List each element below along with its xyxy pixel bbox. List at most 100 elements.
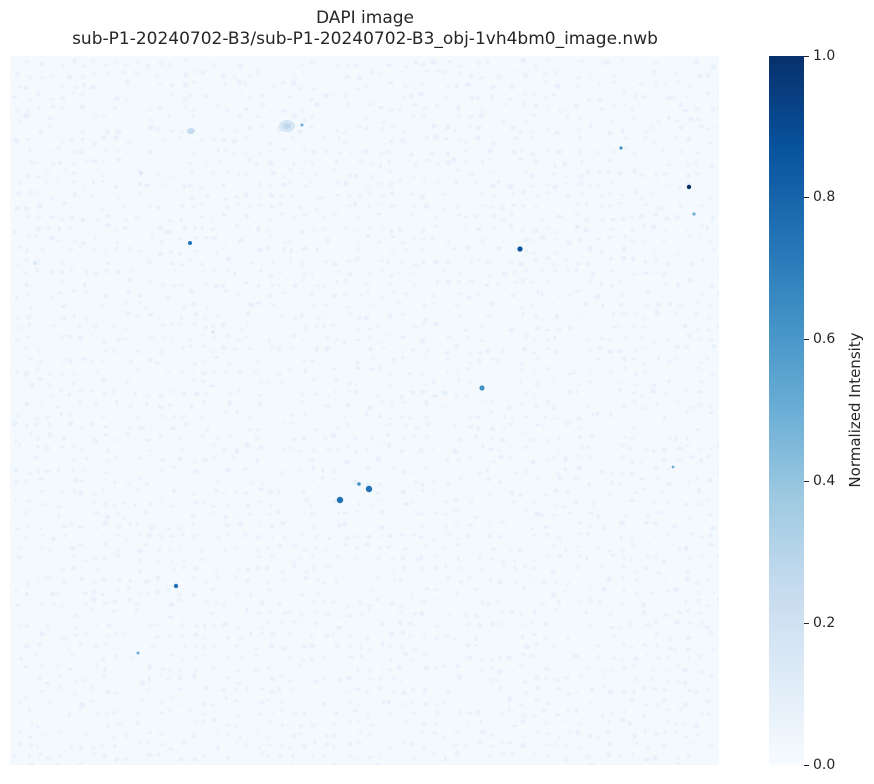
nucleus-blob <box>606 235 613 240</box>
nucleus-blob <box>124 537 129 542</box>
nucleus-blob <box>61 62 65 68</box>
nucleus-blob <box>518 261 525 267</box>
nucleus-blob <box>631 663 637 669</box>
nucleus-blob <box>245 567 251 571</box>
nucleus-blob <box>143 579 150 584</box>
nucleus-blob <box>469 499 475 504</box>
nucleus-blob <box>57 753 63 758</box>
nucleus-blob <box>77 324 83 329</box>
nucleus-blob <box>177 135 182 139</box>
nucleus-blob <box>169 534 176 538</box>
nucleus-blob <box>91 247 97 251</box>
nucleus-blob <box>190 521 196 526</box>
nucleus-blob <box>413 163 418 168</box>
nucleus-blob <box>388 643 393 649</box>
nucleus-blob <box>401 437 407 441</box>
nucleus-blob <box>314 621 319 626</box>
nucleus-blob <box>667 656 671 660</box>
nucleus-blob <box>546 399 551 405</box>
nucleus-blob <box>170 696 176 701</box>
nucleus-blob <box>421 722 427 727</box>
nucleus-blob <box>643 728 647 734</box>
nucleus-blob <box>677 610 683 615</box>
nucleus-blob <box>211 644 218 650</box>
nucleus-blob <box>90 746 96 750</box>
nucleus-blob <box>600 469 605 474</box>
nucleus-blob <box>92 71 96 76</box>
nucleus-blob <box>135 720 140 725</box>
nucleus-blob <box>683 599 688 604</box>
nucleus-blob <box>24 478 29 483</box>
nucleus-blob <box>217 159 221 164</box>
nucleus-blob <box>655 643 660 648</box>
nucleus-blob <box>534 511 541 517</box>
nucleus-blob <box>469 172 475 178</box>
nucleus-blob <box>345 402 351 408</box>
nucleus-blob <box>221 138 227 143</box>
nucleus-blob <box>78 205 83 210</box>
nucleus-blob <box>595 150 601 154</box>
nucleus-blob <box>35 724 40 729</box>
nucleus-blob <box>568 325 573 331</box>
nucleus-blob <box>309 656 314 662</box>
nucleus-blob <box>412 325 419 329</box>
nucleus-blob <box>446 532 453 537</box>
nucleus-blob <box>543 414 547 419</box>
nucleus-blob <box>661 490 666 494</box>
nucleus-blob <box>453 520 459 524</box>
nucleus-blob <box>408 192 415 196</box>
nucleus-blob <box>423 466 428 470</box>
nucleus-blob <box>655 476 659 482</box>
nucleus-blob <box>696 580 700 585</box>
nucleus-blob <box>489 410 494 415</box>
nucleus-blob <box>188 93 193 98</box>
nucleus-blob <box>59 96 66 101</box>
nucleus-blob <box>116 722 124 726</box>
nucleus-blob <box>577 382 582 387</box>
nucleus-blob <box>551 230 557 234</box>
nucleus-blob <box>547 347 551 351</box>
nucleus-blob <box>269 204 274 209</box>
nucleus-blob <box>298 278 306 283</box>
nucleus-blob <box>418 447 424 454</box>
nucleus-blob <box>480 600 486 606</box>
nucleus-blob <box>523 643 530 650</box>
nucleus-blob <box>412 204 416 209</box>
nucleus-blob <box>238 636 243 641</box>
nucleus-blob <box>225 256 232 262</box>
nucleus-blob <box>689 454 695 460</box>
nucleus-blob <box>708 446 714 450</box>
nucleus-blob <box>412 283 417 288</box>
nucleus-blob <box>642 94 648 100</box>
nucleus-blob <box>136 590 143 597</box>
nucleus-blob <box>381 667 386 671</box>
nucleus-blob <box>578 722 582 726</box>
nucleus-blob <box>201 269 207 274</box>
nucleus-blob <box>326 394 330 399</box>
nucleus-blob <box>113 135 120 140</box>
nucleus-blob <box>496 677 501 684</box>
nucleus-blob <box>678 707 684 712</box>
nucleus-blob <box>544 95 548 100</box>
nucleus-blob <box>158 534 164 539</box>
nucleus-blob <box>545 553 550 559</box>
nucleus-blob <box>535 686 541 691</box>
nucleus-blob <box>103 293 108 298</box>
nucleus-blob <box>402 84 408 90</box>
nucleus-blob <box>79 447 86 453</box>
nucleus-blob <box>324 565 332 570</box>
nucleus-blob <box>628 721 633 726</box>
nucleus-blob <box>609 256 613 262</box>
nucleus-blob <box>498 685 503 690</box>
nucleus-blob <box>645 746 651 752</box>
nucleus-blob <box>168 708 173 714</box>
nucleus-blob <box>101 179 105 184</box>
nucleus-blob <box>321 476 325 481</box>
nucleus-blob <box>25 335 32 339</box>
nucleus-blob <box>257 401 263 406</box>
nucleus-blob <box>111 735 117 740</box>
nucleus-blob <box>391 465 397 471</box>
nucleus-blob <box>379 509 386 515</box>
nucleus-blob <box>210 611 215 615</box>
nucleus-blob <box>650 388 656 394</box>
